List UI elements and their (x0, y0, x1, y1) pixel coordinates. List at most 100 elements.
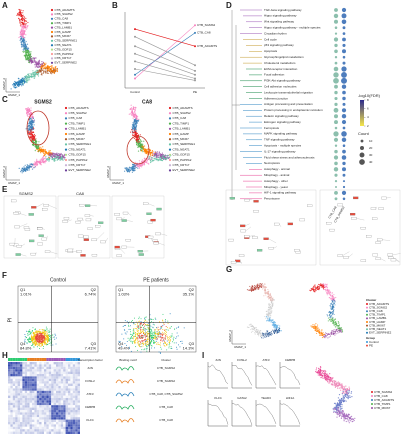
event-dot (140, 332, 142, 334)
event-dot (39, 347, 41, 349)
cell-dot (22, 17, 24, 20)
event-dot (168, 345, 170, 347)
cell-dot (136, 120, 138, 122)
event-dot (39, 339, 41, 341)
cell-dot (270, 301, 272, 303)
event-dot (152, 318, 154, 320)
legend-dot (50, 13, 54, 16)
cell-dot (43, 152, 45, 154)
cell-dot (32, 72, 34, 74)
gene-box (268, 247, 274, 250)
cell-dot (156, 151, 158, 153)
label: Hippo signaling pathway - multiple speci… (264, 25, 321, 29)
cell-dot (265, 317, 267, 319)
event-dot (52, 334, 54, 336)
label: F (2, 271, 7, 280)
cell-dot (22, 49, 24, 51)
event-dot (153, 338, 155, 340)
event-dot (55, 337, 57, 339)
cell-dot (63, 157, 65, 159)
event-dot (34, 329, 36, 331)
event-dot (154, 317, 156, 319)
cell-dot (45, 152, 47, 154)
event-dot (39, 342, 41, 344)
cell-dot (27, 165, 29, 167)
enrichment-dot (341, 49, 347, 54)
cell-dot (56, 156, 58, 158)
cell-dot (274, 325, 276, 327)
label: CTB_ADAMTS (197, 44, 217, 48)
gene-box (349, 212, 356, 216)
gene-box (62, 220, 68, 223)
cell-dot (28, 108, 31, 110)
cell-dot (318, 330, 321, 332)
cell-dot (21, 45, 23, 47)
cell-dot (334, 319, 336, 321)
cell-dot (145, 151, 148, 153)
cell-dot (33, 136, 35, 138)
event-dot (45, 333, 47, 335)
cell-dot (333, 294, 335, 296)
event-dot (164, 320, 166, 322)
cell-dot (16, 82, 18, 84)
cell-dot (129, 166, 131, 168)
cell-dot (147, 162, 149, 164)
cell-dot (135, 125, 137, 128)
cell-dot (20, 30, 22, 32)
event-dot (173, 342, 175, 344)
event-dot (152, 323, 154, 325)
gene-box (238, 254, 245, 257)
cell-dot (250, 323, 252, 325)
gene-box (137, 250, 143, 253)
cell-dot (141, 159, 143, 161)
event-dot (49, 338, 51, 340)
enrichment-dot (334, 26, 338, 29)
cell-dot (38, 70, 40, 72)
cell-dot (23, 42, 25, 44)
cell-dot (276, 332, 279, 334)
enrichment-dot (334, 173, 338, 177)
cell-dot (132, 127, 134, 129)
cell-dot (61, 156, 63, 158)
gene-box (114, 213, 120, 216)
cell-dot (140, 141, 142, 143)
cell-dot (20, 82, 22, 84)
event-dot (40, 331, 42, 333)
enrichment-dot (334, 149, 338, 154)
cell-dot (133, 132, 135, 134)
cell-dot (44, 161, 46, 163)
event-dot (159, 332, 161, 334)
event-dot (179, 346, 181, 348)
legend-dot (64, 112, 68, 115)
cell-dot (312, 324, 314, 326)
event-dot (134, 335, 136, 337)
event-dot (38, 331, 40, 333)
cell-dot (258, 283, 260, 285)
event-dot (132, 336, 134, 338)
cell-dot (60, 158, 62, 160)
cell-dot (25, 168, 27, 170)
cell-dot (46, 159, 49, 161)
cell-dot (268, 307, 270, 309)
cell-dot (34, 145, 36, 147)
cell-dot (53, 67, 55, 69)
cell-dot (264, 336, 266, 338)
cell-dot (43, 70, 45, 72)
event-dot (147, 346, 149, 348)
event-dot (45, 337, 47, 339)
event-dot (170, 326, 172, 328)
cell-dot (312, 326, 314, 328)
cell-dot (38, 161, 40, 163)
cell-dot (27, 111, 29, 114)
cell-dot (12, 84, 14, 86)
cell-dot (24, 164, 26, 166)
cell-dot (335, 296, 337, 298)
enrichment-dot (333, 77, 339, 84)
gene-box (240, 224, 246, 228)
cell-dot (264, 288, 267, 290)
event-dot (36, 341, 38, 343)
cell-dot (163, 156, 165, 158)
cell-dot (53, 70, 55, 72)
event-dot (46, 340, 48, 342)
label: 20 (369, 146, 373, 150)
